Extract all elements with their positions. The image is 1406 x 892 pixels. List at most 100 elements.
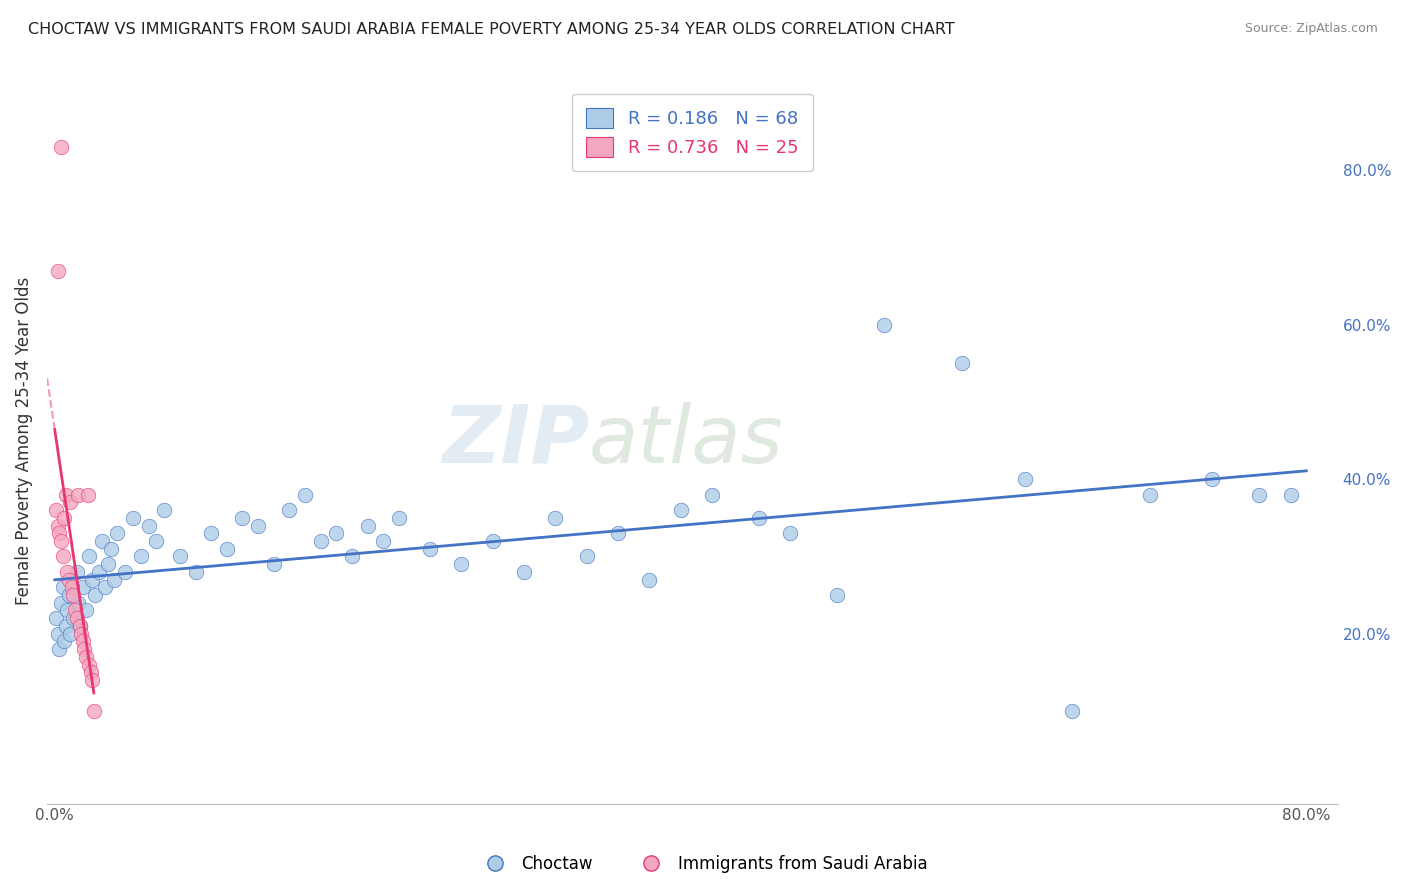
Point [779, 526, 801, 541]
Point [49, 596, 72, 610]
Point [513, 565, 536, 579]
Point [75, 649, 97, 664]
Point [62, 588, 84, 602]
Point [90, 533, 112, 548]
Point [56, 565, 79, 579]
Point [356, 518, 378, 533]
Point [60, 580, 83, 594]
Point [748, 510, 770, 524]
Point [48, 526, 70, 541]
Legend: Choctaw, Immigrants from Saudi Arabia: Choctaw, Immigrants from Saudi Arabia [471, 848, 935, 880]
Point [247, 518, 270, 533]
Point [76, 487, 98, 501]
Point [72, 634, 94, 648]
Point [62, 611, 84, 625]
Point [278, 503, 301, 517]
Point [45, 611, 67, 625]
Point [46, 626, 69, 640]
Point [55, 619, 77, 633]
Point [1139, 487, 1161, 501]
Point [53, 510, 76, 524]
Point [83, 704, 105, 718]
Point [63, 603, 86, 617]
Point [231, 510, 253, 524]
Point [129, 549, 152, 564]
Text: atlas: atlas [589, 401, 783, 480]
Point [70, 626, 93, 640]
Point [49, 533, 72, 548]
Point [325, 526, 347, 541]
Point [114, 565, 136, 579]
Point [169, 549, 191, 564]
Point [1014, 472, 1036, 486]
Point [388, 510, 411, 524]
Point [51, 580, 73, 594]
Point [1249, 487, 1271, 501]
Point [373, 533, 395, 548]
Point [825, 588, 848, 602]
Point [200, 526, 222, 541]
Legend: R = 0.186   N = 68, R = 0.736   N = 25: R = 0.186 N = 68, R = 0.736 N = 25 [572, 94, 813, 171]
Point [419, 541, 441, 556]
Point [700, 487, 723, 501]
Point [544, 510, 567, 524]
Point [638, 573, 661, 587]
Y-axis label: Female Poverty Among 25-34 Year Olds: Female Poverty Among 25-34 Year Olds [15, 277, 32, 605]
Point [184, 565, 207, 579]
Point [75, 603, 97, 617]
Point [49, 140, 72, 154]
Point [103, 573, 125, 587]
Point [669, 503, 692, 517]
Point [100, 541, 122, 556]
Point [1201, 472, 1223, 486]
Point [153, 503, 176, 517]
Point [45, 503, 67, 517]
Point [950, 356, 973, 370]
Point [215, 541, 238, 556]
Point [294, 487, 316, 501]
Point [65, 565, 87, 579]
Point [67, 596, 90, 610]
Point [58, 588, 80, 602]
Point [84, 588, 107, 602]
Point [450, 557, 472, 571]
Point [59, 626, 82, 640]
Point [1279, 487, 1302, 501]
Point [77, 657, 100, 672]
Point [122, 510, 145, 524]
Point [145, 533, 167, 548]
Point [46, 263, 69, 277]
Point [80, 665, 103, 680]
Point [55, 487, 77, 501]
Point [607, 526, 630, 541]
Text: CHOCTAW VS IMMIGRANTS FROM SAUDI ARABIA FEMALE POVERTY AMONG 25-34 YEAR OLDS COR: CHOCTAW VS IMMIGRANTS FROM SAUDI ARABIA … [28, 22, 955, 37]
Point [263, 557, 285, 571]
Point [87, 565, 110, 579]
Point [82, 673, 104, 687]
Text: Source: ZipAtlas.com: Source: ZipAtlas.com [1244, 22, 1378, 36]
Point [340, 549, 363, 564]
Point [97, 557, 120, 571]
Point [65, 611, 87, 625]
Point [1060, 704, 1083, 718]
Point [138, 518, 160, 533]
Point [59, 495, 82, 509]
Point [69, 619, 91, 633]
Text: ZIP: ZIP [441, 401, 589, 480]
Point [94, 580, 117, 594]
Point [51, 549, 73, 564]
Point [67, 487, 90, 501]
Point [46, 518, 69, 533]
Point [575, 549, 598, 564]
Point [77, 549, 100, 564]
Point [56, 603, 79, 617]
Point [48, 642, 70, 657]
Point [309, 533, 332, 548]
Point [481, 533, 503, 548]
Point [58, 573, 80, 587]
Point [105, 526, 128, 541]
Point [69, 619, 91, 633]
Point [873, 318, 896, 332]
Point [53, 634, 76, 648]
Point [82, 573, 104, 587]
